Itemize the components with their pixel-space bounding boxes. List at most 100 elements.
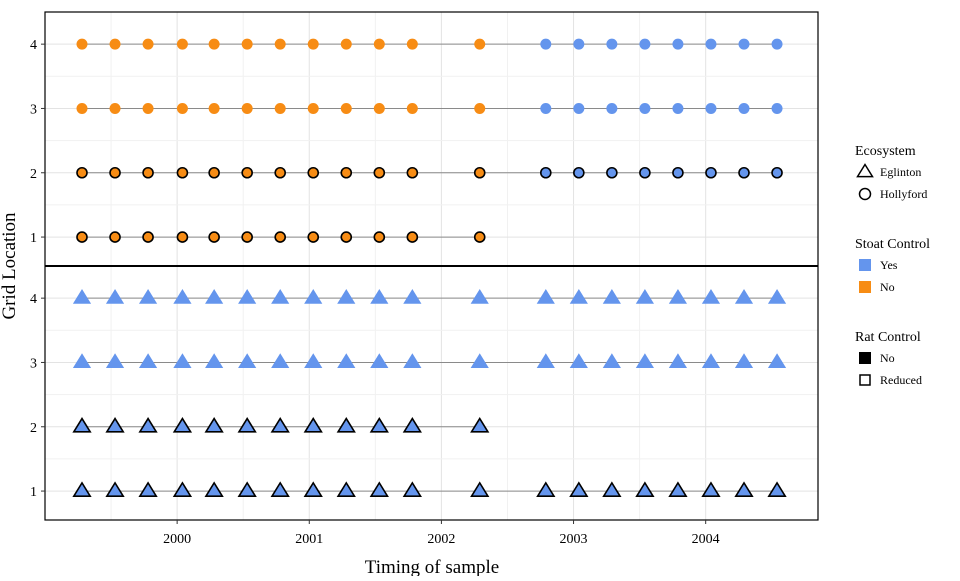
data-point-eglinton-grid-4 bbox=[536, 289, 555, 304]
data-point-eglinton-grid-1 bbox=[767, 481, 787, 497]
data-point-eglinton-grid-1 bbox=[72, 481, 92, 497]
data-point-eglinton-grid-3 bbox=[602, 353, 621, 369]
data-point-eglinton-grid-3 bbox=[470, 353, 489, 369]
data-point-eglinton-grid-4 bbox=[304, 289, 323, 304]
data-point-eglinton-grid-1 bbox=[204, 481, 224, 497]
data-point-eglinton-grid-2 bbox=[336, 417, 356, 433]
data-point-eglinton-grid-2 bbox=[105, 417, 125, 433]
data-point-hollyford-grid-3 bbox=[705, 102, 717, 114]
data-point-eglinton-grid-3 bbox=[105, 353, 125, 369]
data-point-hollyford-grid-1 bbox=[208, 231, 220, 243]
legend-key-filled bbox=[859, 352, 871, 364]
data-point-hollyford-grid-4 bbox=[540, 38, 552, 50]
data-point-eglinton-grid-2 bbox=[369, 417, 389, 433]
data-point-eglinton-grid-1 bbox=[402, 481, 422, 497]
data-point-hollyford-grid-4 bbox=[142, 38, 154, 50]
data-point-hollyford-grid-3 bbox=[274, 102, 286, 114]
data-point-eglinton-grid-4 bbox=[105, 289, 125, 304]
y-tick-label: 3 bbox=[30, 356, 37, 371]
data-point-eglinton-grid-2 bbox=[270, 417, 290, 433]
data-point-eglinton-grid-3 bbox=[536, 353, 555, 369]
data-point-hollyford-grid-4 bbox=[241, 38, 253, 50]
legend-label: Yes bbox=[880, 258, 898, 272]
legend-label: No bbox=[880, 280, 895, 294]
data-point-eglinton-grid-3 bbox=[138, 353, 158, 369]
data-point-hollyford-grid-3 bbox=[738, 102, 750, 114]
data-point-eglinton-grid-1 bbox=[303, 481, 323, 497]
x-tick-label: 2000 bbox=[163, 532, 191, 547]
data-point-eglinton-grid-4 bbox=[470, 289, 489, 304]
y-tick-label: 1 bbox=[30, 231, 37, 246]
data-point-eglinton-grid-3 bbox=[734, 353, 754, 369]
legend: Ecosystem Eglinton Hollyford Stoat Control Y… bbox=[855, 144, 930, 387]
data-point-hollyford-grid-3 bbox=[176, 102, 188, 114]
data-point-hollyford-grid-2 bbox=[340, 166, 353, 179]
data-point-hollyford-grid-4 bbox=[705, 38, 717, 50]
data-point-eglinton-grid-4 bbox=[173, 289, 192, 304]
data-point-hollyford-grid-2 bbox=[406, 166, 419, 179]
data-point-eglinton-grid-3 bbox=[271, 353, 290, 369]
data-point-hollyford-grid-2 bbox=[274, 166, 287, 179]
data-point-hollyford-grid-2 bbox=[672, 166, 684, 179]
legend-title: Ecosystem bbox=[855, 144, 916, 159]
data-point-eglinton-grid-2 bbox=[303, 417, 323, 433]
data-point-hollyford-grid-3 bbox=[241, 102, 253, 114]
data-point-hollyford-grid-4 bbox=[573, 38, 585, 50]
x-axis-title: Timing of sample bbox=[365, 557, 499, 576]
data-point-hollyford-grid-3 bbox=[142, 102, 154, 114]
y-axis-title: Grid Location bbox=[0, 212, 20, 320]
data-point-eglinton-grid-2 bbox=[237, 417, 257, 433]
data-point-hollyford-grid-1 bbox=[76, 231, 88, 243]
data-point-eglinton-grid-4 bbox=[72, 289, 92, 304]
x-tick-label: 2003 bbox=[560, 532, 588, 547]
data-point-eglinton-grid-2 bbox=[172, 417, 193, 433]
data-point-eglinton-grid-4 bbox=[370, 289, 389, 304]
data-point-eglinton-grid-3 bbox=[304, 353, 323, 369]
data-point-eglinton-grid-2 bbox=[402, 417, 422, 433]
data-point-hollyford-grid-1 bbox=[241, 231, 253, 243]
data-point-hollyford-grid-4 bbox=[606, 38, 618, 50]
axes: 1 2 3 4 1 2 3 4 2000 2001 2002 2003 2004 bbox=[30, 38, 720, 547]
data-point-hollyford-grid-4 bbox=[76, 38, 88, 50]
data-point-eglinton-grid-3 bbox=[238, 353, 257, 369]
data-point-eglinton-grid-1 bbox=[138, 481, 158, 497]
data-point-eglinton-grid-1 bbox=[470, 481, 490, 497]
data-point-eglinton-grid-2 bbox=[204, 417, 224, 433]
data-point-hollyford-grid-4 bbox=[672, 38, 684, 50]
data-point-eglinton-grid-4 bbox=[635, 289, 654, 304]
data-point-hollyford-grid-2 bbox=[241, 166, 253, 179]
data-point-eglinton-grid-4 bbox=[238, 289, 257, 304]
legend-label: Eglinton bbox=[880, 165, 921, 179]
data-point-hollyford-grid-3 bbox=[373, 102, 385, 114]
legend-key-swatch bbox=[859, 259, 871, 271]
data-points bbox=[72, 38, 787, 497]
data-point-eglinton-grid-4 bbox=[337, 289, 356, 304]
data-point-eglinton-grid-1 bbox=[635, 481, 655, 497]
legend-key-circle bbox=[858, 187, 872, 201]
data-point-hollyford-grid-3 bbox=[639, 102, 651, 114]
data-point-eglinton-grid-3 bbox=[569, 353, 588, 369]
data-point-eglinton-grid-3 bbox=[370, 353, 389, 369]
data-point-eglinton-grid-1 bbox=[536, 481, 556, 497]
data-point-hollyford-grid-2 bbox=[76, 166, 88, 179]
data-point-eglinton-grid-1 bbox=[336, 481, 356, 497]
data-point-eglinton-grid-1 bbox=[369, 481, 389, 497]
data-point-eglinton-grid-3 bbox=[701, 353, 721, 369]
data-point-eglinton-grid-1 bbox=[105, 481, 125, 497]
legend-group-stoat-control: Stoat Control Yes No bbox=[855, 237, 930, 294]
data-point-hollyford-grid-2 bbox=[573, 166, 585, 179]
data-point-hollyford-grid-2 bbox=[705, 166, 717, 179]
y-tick-label: 1 bbox=[30, 485, 37, 500]
data-point-hollyford-grid-4 bbox=[771, 38, 783, 50]
data-point-eglinton-grid-4 bbox=[569, 289, 588, 304]
data-point-eglinton-grid-4 bbox=[767, 289, 787, 304]
plot-frame bbox=[44, 11, 819, 521]
data-point-eglinton-grid-4 bbox=[701, 289, 721, 304]
data-point-eglinton-grid-2 bbox=[470, 417, 490, 433]
data-point-eglinton-grid-4 bbox=[403, 289, 422, 304]
data-point-eglinton-grid-4 bbox=[271, 289, 290, 304]
x-tick-label: 2001 bbox=[295, 532, 323, 547]
data-point-eglinton-grid-2 bbox=[72, 417, 92, 433]
